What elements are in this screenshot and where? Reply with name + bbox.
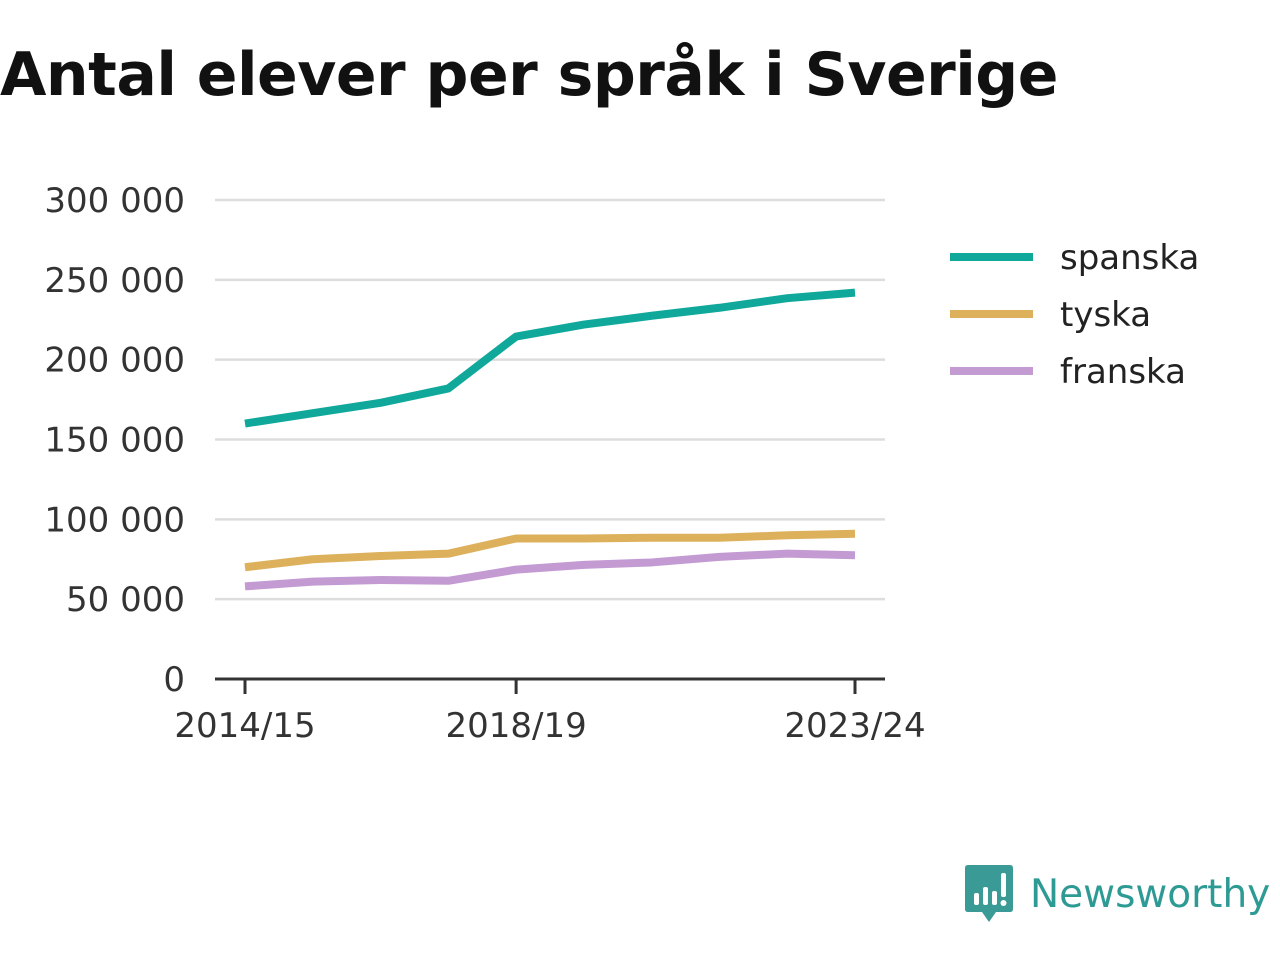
y-tick-label: 50 000 <box>66 580 185 620</box>
y-axis-ticks: 0 50 000 100 000 150 000 200 000 250 000 300 0… <box>44 181 185 700</box>
y-tick-label: 0 <box>163 660 185 700</box>
gridlines <box>215 198 885 601</box>
x-tick-label: 2014/15 <box>174 706 315 746</box>
legend-label-tyska: tyska <box>1060 295 1151 335</box>
y-tick-label: 300 000 <box>44 181 185 221</box>
series-line-franska <box>244 549 856 591</box>
y-tick-label: 100 000 <box>44 500 185 540</box>
x-axis: 2014/15 2018/19 2023/24 <box>174 677 926 746</box>
series-line-tyska <box>244 529 856 572</box>
legend-label-spanska: spanska <box>1060 238 1199 278</box>
y-tick-label: 150 000 <box>44 421 185 461</box>
legend-label-franska: franska <box>1060 352 1186 392</box>
series-line-spanska <box>244 288 856 428</box>
chart-title: Antal elever per språk i Sverige <box>0 40 1058 110</box>
series-lines <box>244 288 856 591</box>
brand: Newsworthy <box>964 862 1270 926</box>
x-tick-label: 2018/19 <box>445 706 586 746</box>
legend: spanska tyska franska <box>950 238 1199 392</box>
y-tick-label: 250 000 <box>44 261 185 301</box>
y-tick-label: 200 000 <box>44 341 185 381</box>
newsworthy-logo-icon <box>965 865 1013 922</box>
x-tick-label: 2023/24 <box>784 706 925 746</box>
brand-name: Newsworthy <box>1030 871 1271 917</box>
